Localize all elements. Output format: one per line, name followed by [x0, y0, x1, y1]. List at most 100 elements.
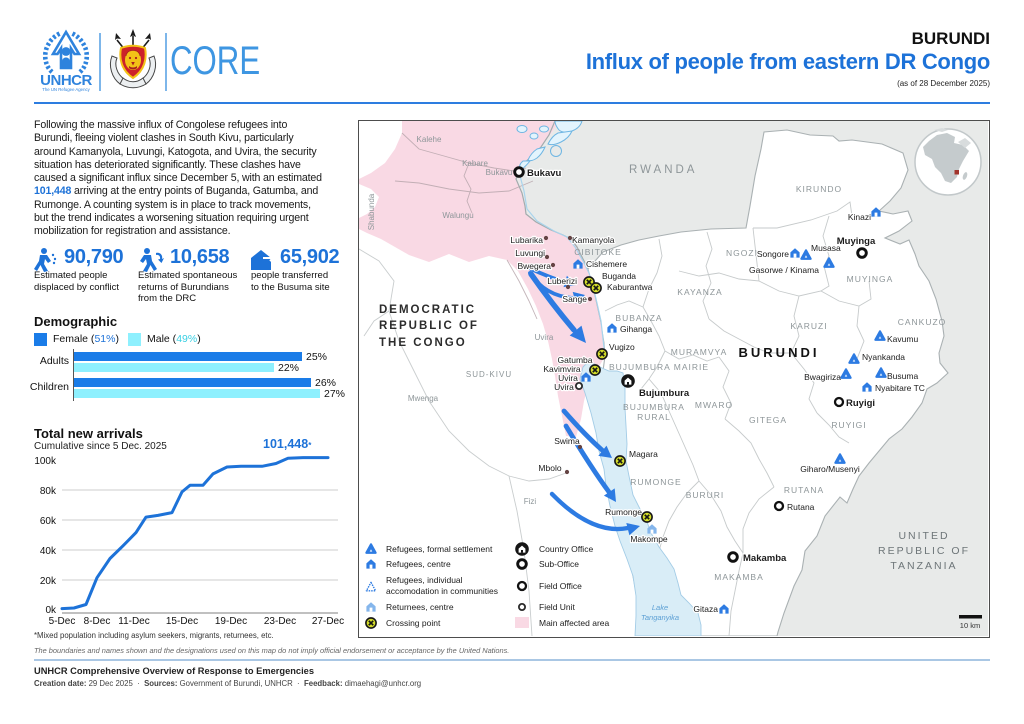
- svg-text:Refugees, individual: Refugees, individual: [386, 575, 463, 585]
- svg-text:100k: 100k: [34, 456, 57, 467]
- svg-text:BURUNDI: BURUNDI: [739, 345, 820, 360]
- svg-text:Sub-Office: Sub-Office: [539, 559, 579, 569]
- svg-text:Sange: Sange: [562, 294, 587, 304]
- svg-text:NGOZI: NGOZI: [726, 248, 758, 258]
- svg-text:40k: 40k: [40, 546, 57, 557]
- svg-text:Giharo/Musenyi: Giharo/Musenyi: [800, 464, 860, 474]
- svg-text:Swima: Swima: [554, 436, 580, 446]
- svg-text:SUD-KIVU: SUD-KIVU: [466, 370, 512, 379]
- svg-text:Mwenga: Mwenga: [408, 394, 439, 403]
- svg-text:TANZANIA: TANZANIA: [890, 560, 957, 572]
- svg-text:UNITED: UNITED: [898, 530, 949, 542]
- svg-text:8-Dec: 8-Dec: [84, 616, 111, 627]
- svg-text:20k: 20k: [40, 576, 57, 587]
- svg-text:Kavimvira: Kavimvira: [543, 364, 581, 374]
- svg-text:11-Dec: 11-Dec: [118, 616, 150, 627]
- svg-text:GITEGA: GITEGA: [749, 415, 787, 425]
- svg-text:THE CONGO: THE CONGO: [379, 337, 467, 349]
- svg-text:BUBANZA: BUBANZA: [615, 313, 662, 323]
- svg-text:MUYINGA: MUYINGA: [847, 274, 894, 284]
- svg-text:Crossing point: Crossing point: [386, 618, 441, 628]
- svg-text:CIBITOKE: CIBITOKE: [574, 247, 622, 257]
- svg-text:Muyinga: Muyinga: [837, 236, 876, 247]
- svg-text:Nyankanda: Nyankanda: [862, 352, 905, 362]
- svg-text:Magara: Magara: [629, 449, 658, 459]
- svg-text:Main affected area: Main affected area: [539, 618, 610, 628]
- svg-text:Kavumu: Kavumu: [887, 334, 918, 344]
- svg-text:RWANDA: RWANDA: [629, 164, 697, 176]
- svg-text:KAYANZA: KAYANZA: [677, 287, 722, 297]
- svg-text:80k: 80k: [40, 486, 57, 497]
- svg-text:RUYIGI: RUYIGI: [831, 420, 866, 430]
- svg-text:Gitaza: Gitaza: [693, 604, 718, 614]
- svg-text:Songore: Songore: [757, 249, 789, 259]
- svg-text:Musasa: Musasa: [811, 243, 841, 253]
- svg-text:The UN Refugee Agency: The UN Refugee Agency: [42, 87, 90, 92]
- svg-text:MURAMVYA: MURAMVYA: [671, 347, 728, 357]
- svg-text:REPUBLIC OF: REPUBLIC OF: [878, 545, 970, 557]
- svg-text:Tanganyika: Tanganyika: [641, 613, 679, 622]
- svg-text:Lubarika: Lubarika: [510, 235, 543, 245]
- svg-text:Ruyigi: Ruyigi: [846, 398, 875, 409]
- svg-text:19-Dec: 19-Dec: [215, 616, 247, 627]
- svg-text:Gihanga: Gihanga: [620, 324, 652, 334]
- svg-text:Bukavu: Bukavu: [527, 168, 562, 179]
- svg-text:Bukavu: Bukavu: [486, 168, 513, 177]
- svg-text:Shabunda: Shabunda: [367, 193, 376, 230]
- svg-text:5-Dec: 5-Dec: [49, 616, 76, 627]
- svg-text:DEMOCRATIC: DEMOCRATIC: [379, 304, 476, 316]
- svg-text:0k: 0k: [45, 605, 57, 616]
- svg-text:10 km: 10 km: [960, 621, 980, 630]
- svg-text:Gasorwe / Kinama: Gasorwe / Kinama: [749, 265, 819, 275]
- svg-text:Kalehe: Kalehe: [417, 135, 442, 144]
- svg-text:Nyabitare TC: Nyabitare TC: [875, 383, 925, 393]
- svg-text:Luvungi: Luvungi: [515, 248, 545, 258]
- svg-text:Rutana: Rutana: [787, 502, 815, 512]
- svg-text:Cishemere: Cishemere: [586, 259, 627, 269]
- svg-text:Kamanyola: Kamanyola: [572, 235, 615, 245]
- svg-text:Rumonge: Rumonge: [605, 507, 642, 517]
- svg-text:23-Dec: 23-Dec: [264, 616, 296, 627]
- svg-text:27-Dec: 27-Dec: [312, 616, 344, 627]
- svg-text:BURURI: BURURI: [686, 490, 725, 500]
- svg-text:Uvira: Uvira: [558, 373, 578, 383]
- svg-text:Refugees, centre: Refugees, centre: [386, 559, 451, 569]
- svg-text:Makompe: Makompe: [630, 534, 668, 544]
- svg-text:Vugizo: Vugizo: [609, 342, 635, 352]
- svg-text:REPUBLIC OF: REPUBLIC OF: [379, 320, 479, 332]
- svg-text:KARUZI: KARUZI: [790, 321, 827, 331]
- svg-text:MWARO: MWARO: [695, 400, 733, 410]
- svg-text:Kinazi: Kinazi: [848, 212, 871, 222]
- svg-text:Field Office: Field Office: [539, 581, 582, 591]
- svg-text:Lake: Lake: [652, 603, 668, 612]
- svg-text:Fizi: Fizi: [524, 497, 537, 506]
- svg-text:Buganda: Buganda: [602, 271, 636, 281]
- svg-text:CANKUZO: CANKUZO: [898, 317, 947, 327]
- svg-text:MAKAMBA: MAKAMBA: [714, 572, 764, 582]
- svg-text:Refugees, formal settlement: Refugees, formal settlement: [386, 544, 493, 554]
- svg-text:Gatumba: Gatumba: [558, 355, 593, 365]
- svg-text:RUMONGE: RUMONGE: [630, 477, 681, 487]
- svg-text:Mbolo: Mbolo: [538, 463, 561, 473]
- svg-text:Uvira: Uvira: [535, 333, 554, 342]
- svg-text:Makamba: Makamba: [743, 553, 787, 564]
- svg-text:Walungu: Walungu: [442, 211, 473, 220]
- svg-text:BUJUMBURA: BUJUMBURA: [623, 402, 685, 412]
- svg-text:Kabare: Kabare: [462, 159, 488, 168]
- svg-text:Uvira: Uvira: [554, 382, 574, 392]
- svg-text:BUJUMBURA MAIRIE: BUJUMBURA MAIRIE: [609, 362, 709, 372]
- svg-text:Kaburantwa: Kaburantwa: [607, 282, 653, 292]
- svg-text:RURAL: RURAL: [637, 412, 671, 422]
- svg-text:Luberizi: Luberizi: [547, 276, 577, 286]
- svg-text:Bujumbura: Bujumbura: [639, 388, 690, 399]
- svg-text:Bwagiriza: Bwagiriza: [804, 372, 841, 382]
- svg-text:60k: 60k: [40, 516, 57, 527]
- svg-text:Field Unit: Field Unit: [539, 602, 576, 612]
- svg-text:Bwegera: Bwegera: [517, 261, 551, 271]
- svg-text:Country Office: Country Office: [539, 544, 593, 554]
- svg-text:KIRUNDO: KIRUNDO: [796, 184, 842, 194]
- svg-text:UNHCR: UNHCR: [40, 72, 92, 89]
- svg-text:accomodation in communities: accomodation in communities: [386, 586, 498, 596]
- svg-text:Returnees, centre: Returnees, centre: [386, 602, 454, 612]
- svg-text:Busuma: Busuma: [887, 371, 918, 381]
